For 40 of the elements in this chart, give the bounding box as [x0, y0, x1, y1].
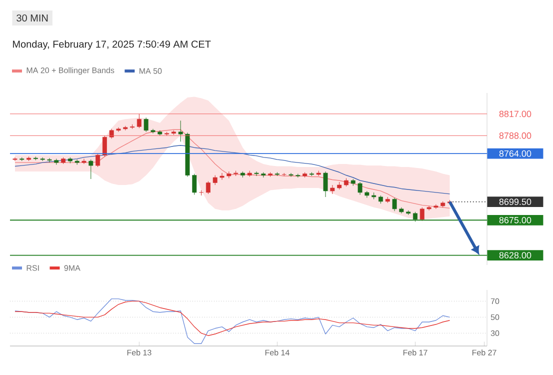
legend-label: MA 20 + Bollinger Bands	[26, 67, 114, 75]
candlestick	[426, 206, 432, 211]
ref-line-label: 8788.00	[499, 132, 532, 139]
ref-line-label: 8628.00	[499, 252, 532, 258]
legend-label: 9MA	[64, 265, 80, 271]
x-tick-label: Feb 27	[472, 350, 496, 356]
candlestick	[206, 180, 210, 194]
legend-label: MA 50	[140, 68, 162, 74]
ref-line-label: 8764.00	[499, 150, 532, 157]
candlestick	[144, 117, 148, 132]
candlestick	[96, 153, 100, 168]
candlestick	[178, 120, 183, 142]
candlestick	[212, 175, 218, 186]
candlestick	[102, 135, 107, 157]
candlestick	[420, 207, 424, 222]
legend-label: RSI	[26, 265, 39, 271]
x-tick-label: Feb 14	[265, 350, 290, 356]
candlestick	[358, 182, 362, 195]
candlestick	[288, 172, 294, 178]
ref-line-label: 8675.00	[499, 216, 532, 224]
ref-line-label: 8699.50	[499, 198, 532, 205]
candlestick	[12, 157, 18, 162]
candlestick	[192, 174, 197, 195]
candlestick	[136, 114, 142, 128]
ref-line-label: 8817.00	[499, 110, 532, 118]
x-tick-label: Feb 17	[403, 350, 428, 356]
chart-subtitle: Monday, February 17, 2025 7:50:49 AM CET	[13, 40, 211, 50]
candlestick	[220, 172, 224, 180]
candlestick	[434, 204, 438, 210]
candlestick	[413, 212, 418, 222]
y-tick-label: 30	[490, 330, 500, 336]
y-tick-label: 70	[490, 298, 500, 304]
candlestick	[88, 159, 94, 180]
candlestick	[392, 197, 397, 212]
chart-title: 30 MIN	[16, 14, 48, 22]
candlestick	[323, 171, 328, 198]
candlestick	[199, 190, 204, 196]
candlestick	[82, 158, 86, 164]
y-tick-label: 50	[490, 314, 500, 320]
x-tick-label: Feb 13	[127, 350, 152, 356]
